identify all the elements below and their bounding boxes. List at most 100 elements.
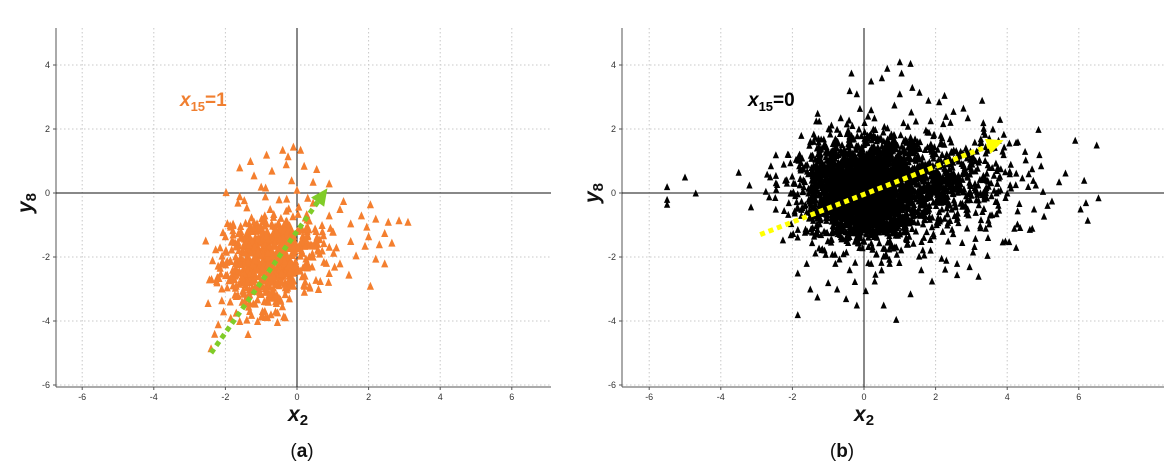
panel-a-point [273, 318, 282, 327]
panel-a-point [257, 182, 265, 191]
panel-b-point [980, 128, 988, 136]
panel-a-point [296, 251, 304, 260]
panel-b-point [772, 194, 779, 202]
panel-b-point [884, 190, 892, 198]
panel-b-point [1016, 200, 1023, 208]
panel-b-point [824, 178, 832, 186]
panel-b-point [819, 201, 827, 209]
panel-b-point [954, 188, 961, 196]
panel-b-x-axis-label: x2 [853, 403, 874, 429]
panel-b-point [924, 143, 931, 151]
panel-b-point [857, 169, 864, 177]
panel-b-point [965, 211, 972, 219]
panel-b-point [867, 153, 874, 161]
panel-b-point [902, 235, 910, 243]
panel-a-y-tick-label: -4 [42, 316, 50, 326]
panel-b-point [746, 181, 753, 189]
panel-a-point [278, 302, 287, 311]
panel-b-point [921, 251, 928, 259]
panel-b-point [789, 172, 796, 180]
panel-b-point [773, 181, 781, 189]
panel-b-point [896, 58, 903, 66]
panel-b-point [852, 159, 859, 167]
panel-b-point [1021, 147, 1029, 155]
panel-b-point [862, 287, 869, 295]
panel-b-point [878, 258, 885, 266]
panel-b-point [819, 209, 827, 217]
panel-b-point [874, 193, 881, 201]
panel-b-point [908, 108, 915, 116]
panel-b-point [827, 130, 834, 138]
panel-b-point [853, 214, 860, 222]
panel-b-point [899, 180, 907, 188]
panel-a-point [301, 234, 310, 243]
panel-a-point [276, 234, 284, 243]
panel-b-point [890, 203, 897, 211]
panel-b-point [807, 138, 814, 146]
panel-b-point [944, 187, 951, 195]
panel-a-point [312, 235, 320, 244]
panel-b-point [979, 207, 986, 215]
panel-b-point [863, 220, 870, 228]
panel-b-point [834, 177, 841, 185]
panel-a-point [325, 269, 333, 277]
panel-b-point [868, 173, 875, 181]
panel-a-point [226, 221, 234, 230]
panel-b-annotation-value: =0 [773, 90, 795, 111]
panel-b-point [843, 120, 851, 128]
panel-a-point [312, 226, 320, 235]
panel-b-point [886, 255, 893, 263]
panel-b-point [987, 179, 995, 187]
panel-b-point [988, 192, 995, 200]
panel-b-point [946, 183, 953, 191]
panel-a-point [244, 256, 252, 265]
panel-a-point [313, 165, 321, 173]
panel-b-point [892, 145, 900, 153]
panel-b-point [944, 218, 952, 226]
panel-b-point [979, 176, 986, 184]
panel-a-point [232, 242, 240, 251]
panel-a-point [245, 302, 253, 311]
panel-a-point [267, 276, 275, 285]
panel-a-point [261, 192, 270, 201]
panel-b-point [932, 179, 939, 187]
panel-b-point [986, 163, 993, 171]
panel-a-point [388, 238, 396, 247]
panel-b-point [946, 135, 954, 143]
panel-b-point [932, 184, 939, 192]
panel-b-point [911, 193, 918, 201]
panel-a-point [268, 166, 276, 175]
panel-a-point [272, 228, 281, 237]
panel-b-point [891, 137, 899, 145]
panel-a-point [255, 286, 264, 295]
panel-b-point [1014, 220, 1021, 228]
panel-a-point [244, 329, 252, 338]
panel-b-point [840, 250, 847, 258]
panel-a-point [227, 237, 236, 246]
panel-b-point [967, 181, 974, 189]
panel-b-point [772, 151, 780, 159]
panel-a-point [240, 196, 248, 205]
panel-b-point [903, 203, 910, 211]
panel-b-point [886, 259, 893, 267]
panel-a-point [262, 287, 270, 296]
panel-b-point [917, 162, 924, 170]
panel-b-point [884, 197, 891, 205]
panel-b-point [870, 168, 877, 176]
panel-b-point [915, 155, 923, 163]
panel-a-point [345, 270, 353, 279]
panel-b-point [1025, 170, 1032, 178]
panel-b-point [963, 154, 971, 162]
panel-b-point [817, 216, 824, 224]
panel-b-point [864, 112, 872, 120]
panel-b-point [1048, 197, 1056, 205]
panel-b-point [848, 174, 855, 182]
panel-b-point [971, 179, 979, 187]
panel-b-point [798, 197, 805, 205]
panel-b-point [780, 160, 787, 168]
panel-b-point [817, 144, 825, 152]
panel-b-point [938, 139, 945, 147]
panel-b-point [955, 157, 962, 165]
panel-b-point [816, 220, 823, 228]
panel-b-x-tick-label: -6 [645, 392, 653, 402]
